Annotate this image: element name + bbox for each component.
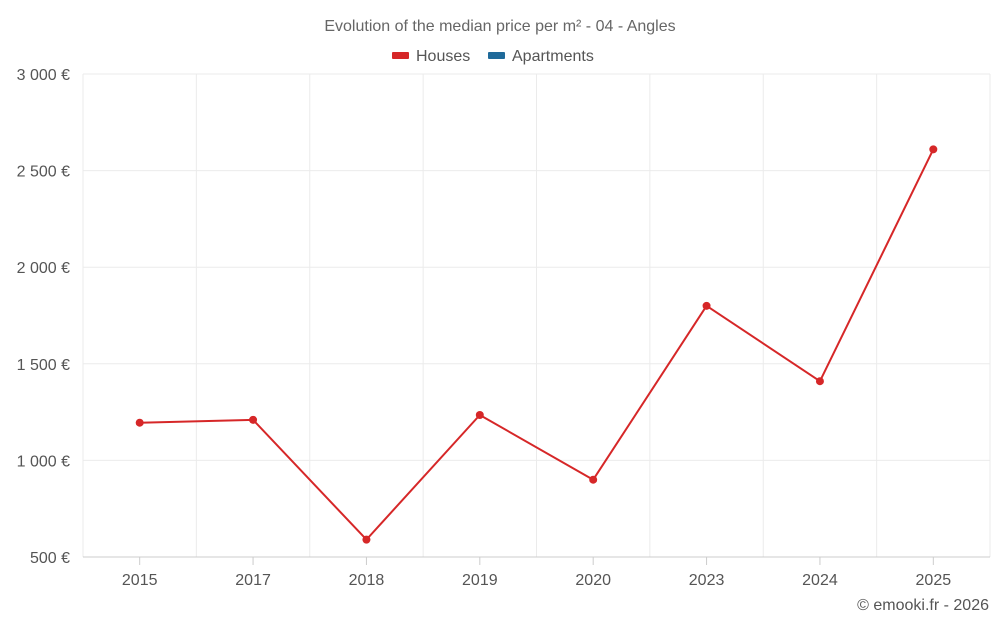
credit: © emooki.fr - 2026 (857, 597, 989, 614)
series-line-houses (139, 148, 935, 541)
legend-swatch-houses (392, 52, 409, 59)
x-tick-label: 2023 (689, 572, 725, 589)
y-tick-label: 2 000 € (17, 260, 70, 277)
x-tick-label: 2017 (235, 572, 271, 589)
data-point-houses-2024[interactable] (815, 377, 824, 386)
x-axis: 2015 2017 2018 2019 2020 2023 2024 2025 (122, 557, 951, 589)
legend-swatch-apartments (488, 52, 505, 59)
y-tick-label: 3 000 € (17, 67, 70, 84)
x-tick-label: 2024 (802, 572, 838, 589)
data-point-houses-2019[interactable] (475, 410, 484, 419)
data-point-houses-2025[interactable] (929, 145, 938, 154)
legend-label-houses[interactable]: Houses (416, 48, 470, 65)
data-point-houses-2018[interactable] (362, 535, 371, 544)
chart-title: Evolution of the median price per m² - 0… (324, 18, 675, 35)
data-point-houses-2023[interactable] (702, 301, 711, 310)
x-tick-label: 2025 (916, 572, 952, 589)
y-tick-label: 500 € (30, 550, 70, 567)
data-point-houses-2017[interactable] (249, 415, 258, 424)
grid (82, 73, 991, 558)
x-tick-label: 2015 (122, 572, 158, 589)
y-axis: 500 € 1 000 € 1 500 € 2 000 € 2 500 € 3 000 € (17, 67, 70, 567)
y-tick-label: 1 000 € (17, 453, 70, 470)
data-point-houses-2020[interactable] (589, 475, 598, 484)
x-tick-label: 2020 (575, 572, 611, 589)
y-tick-label: 2 500 € (17, 164, 70, 181)
x-tick-label: 2018 (349, 572, 385, 589)
legend-label-apartments[interactable]: Apartments (512, 48, 594, 65)
y-tick-label: 1 500 € (17, 357, 70, 374)
data-point-houses-2015[interactable] (135, 418, 144, 427)
x-tick-label: 2019 (462, 572, 498, 589)
plot-area (135, 145, 938, 544)
legend: Houses Apartments (392, 48, 594, 65)
